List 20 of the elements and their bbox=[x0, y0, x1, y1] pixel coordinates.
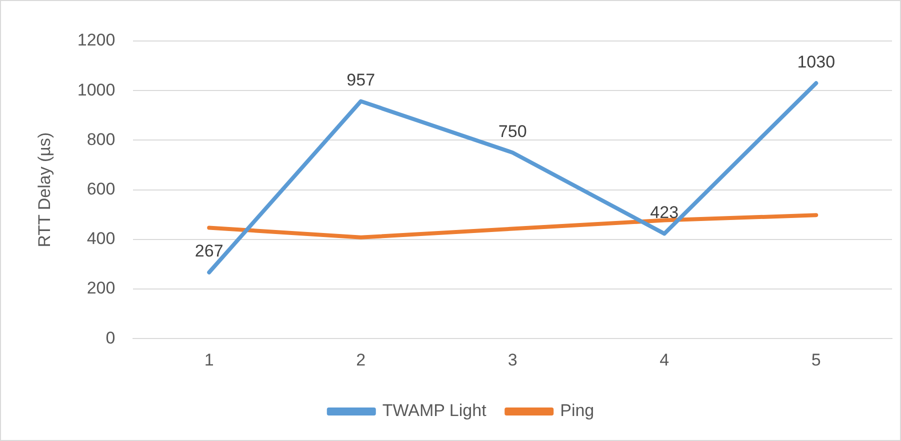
data-label: 957 bbox=[346, 70, 376, 90]
y-tick-label: 400 bbox=[86, 229, 116, 248]
x-tick-label: 3 bbox=[508, 350, 518, 370]
data-label: 267 bbox=[194, 242, 224, 261]
x-tick-label: 1 bbox=[204, 350, 214, 370]
y-tick-label: 200 bbox=[86, 278, 116, 298]
x-tick-label: 5 bbox=[811, 350, 821, 370]
y-tick-label: 600 bbox=[86, 179, 116, 198]
x-tick-label: 4 bbox=[660, 350, 670, 370]
y-tick-label: 1200 bbox=[77, 30, 116, 50]
data-label: 1030 bbox=[797, 52, 836, 72]
y-axis-title: RTT Delay (µs) bbox=[34, 132, 54, 248]
y-tick-label: 0 bbox=[106, 328, 116, 348]
data-label: 750 bbox=[498, 122, 527, 141]
legend-label: Ping bbox=[560, 401, 594, 420]
y-tick-label: 800 bbox=[86, 130, 116, 149]
legend-label: TWAMP Light bbox=[382, 401, 487, 420]
x-tick-label: 2 bbox=[356, 350, 366, 370]
data-label: 423 bbox=[650, 202, 679, 222]
y-tick-label: 1000 bbox=[77, 80, 116, 100]
